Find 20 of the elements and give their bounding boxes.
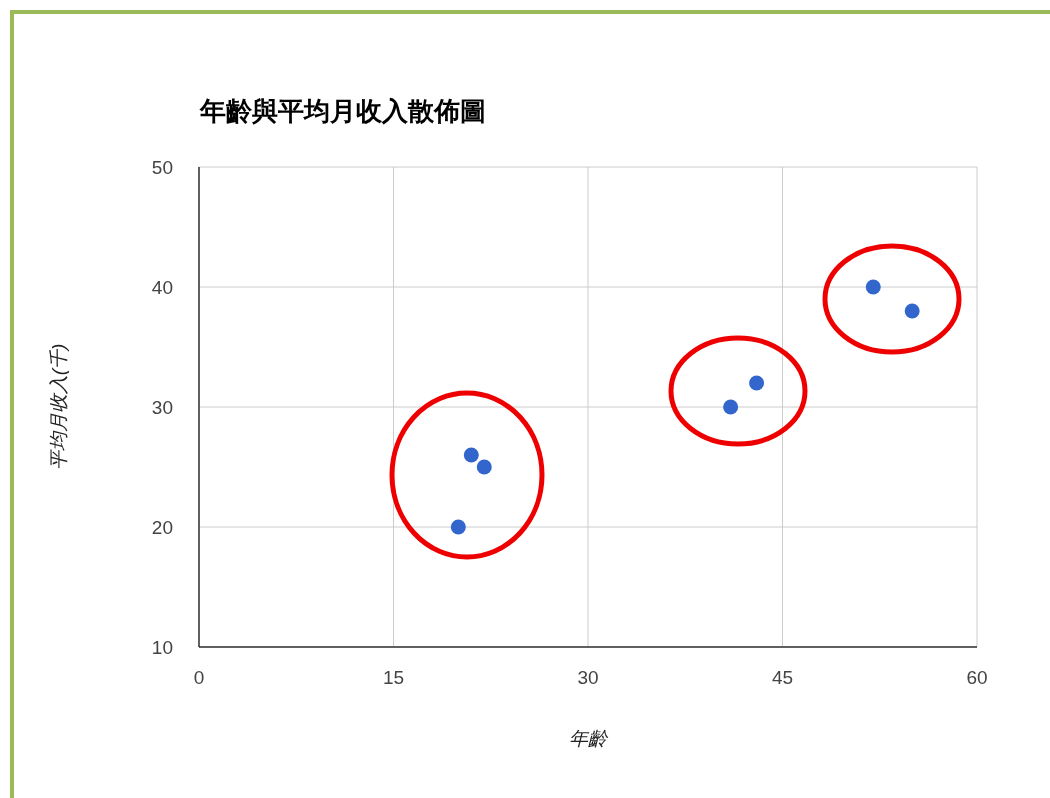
point (865, 279, 881, 295)
x-axis-title: 年齡 (569, 728, 609, 749)
x-tick-label: 0 (193, 666, 205, 688)
y-tick-label: 40 (151, 276, 173, 298)
y-tick-label: 30 (151, 396, 173, 418)
x-tick-label: 45 (771, 666, 794, 688)
chart-title: 年齡與平均月收入散佈圖 (199, 96, 486, 126)
point (749, 375, 765, 391)
x-tick-label: 30 (577, 666, 599, 688)
point (476, 459, 492, 475)
point (723, 399, 739, 415)
y-tick-label: 10 (151, 636, 173, 658)
x-tick-label: 15 (382, 666, 405, 688)
x-tick-label: 60 (966, 666, 988, 688)
point (904, 303, 920, 319)
point (450, 519, 466, 535)
y-tick-label: 20 (151, 516, 173, 538)
point (463, 447, 479, 463)
y-tick-label: 50 (151, 156, 173, 178)
y-axis-title: 平均月收入(千) (47, 343, 69, 471)
